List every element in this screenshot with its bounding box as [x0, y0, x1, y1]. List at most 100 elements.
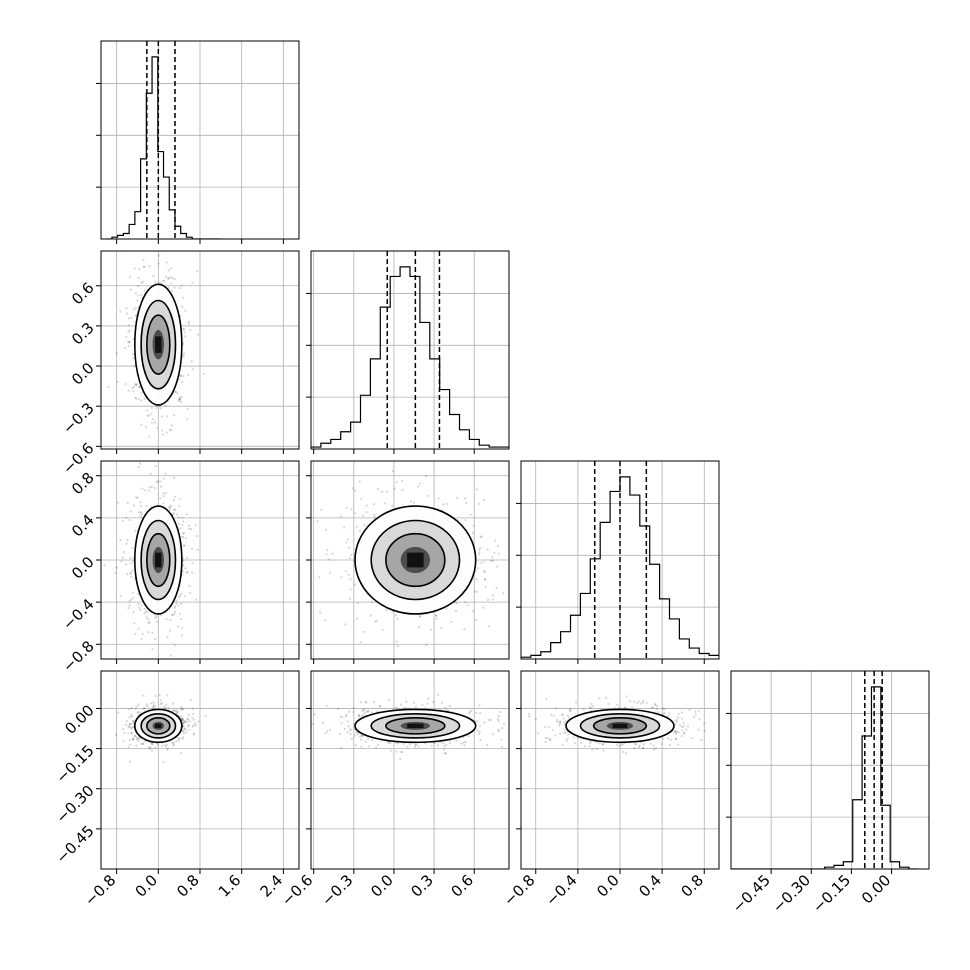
scatter-point: [182, 327, 185, 331]
scatter-point: [365, 701, 368, 704]
scatter-point: [652, 706, 655, 709]
panel-frame: [520, 670, 720, 870]
scatter-point: [448, 742, 452, 745]
scatter-point: [138, 385, 141, 389]
scatter-point: [558, 722, 562, 725]
scatter-point: [349, 728, 352, 731]
scatter-point: [455, 602, 458, 605]
scatter-point: [654, 747, 658, 750]
scatter-point: [130, 713, 133, 717]
scatter-point: [178, 397, 182, 401]
panel-frame: [310, 670, 510, 870]
scatter-point: [178, 505, 181, 508]
scatter-point: [573, 742, 577, 745]
scatter-point: [131, 560, 135, 563]
scatter-point: [181, 570, 184, 573]
scatter-point: [497, 715, 500, 718]
scatter-point: [173, 476, 176, 479]
scatter-point: [399, 750, 402, 753]
scatter-point: [131, 386, 134, 390]
scatter-point: [120, 560, 123, 563]
scatter-point: [186, 718, 189, 721]
scatter-point: [472, 524, 475, 527]
scatter-point: [186, 418, 189, 421]
scatter-point: [370, 600, 373, 603]
scatter-point: [365, 504, 368, 507]
scatter-point: [142, 219, 144, 221]
scatter-point: [173, 612, 176, 615]
scatter-point: [162, 495, 165, 498]
scatter-point: [127, 725, 130, 728]
scatter-point: [152, 247, 154, 249]
scatter-point: [685, 728, 688, 731]
scatter-point: [129, 510, 133, 513]
scatter-point: [140, 281, 143, 284]
scatter-point: [146, 704, 149, 708]
scatter-point: [180, 374, 183, 378]
scatter-point: [133, 385, 136, 388]
y-tick-label: 0.0: [68, 359, 98, 389]
scatter-point: [138, 268, 141, 271]
scatter-point: [760, 716, 762, 718]
scatter-point: [621, 743, 624, 746]
scatter-point: [185, 571, 188, 574]
scatter-point: [478, 551, 481, 554]
scatter-point: [495, 586, 498, 589]
scatter-point: [550, 713, 553, 716]
scatter-point: [620, 743, 623, 747]
x-tick-label: 0.0: [367, 871, 397, 901]
density-peak: [612, 723, 628, 729]
scatter-point: [501, 726, 504, 730]
scatter-point: [455, 739, 458, 742]
scatter-point: [147, 630, 150, 634]
scatter-point: [491, 598, 494, 601]
scatter-point: [675, 720, 678, 723]
scatter-point: [178, 397, 181, 400]
scatter-point: [598, 697, 601, 700]
scatter-point: [153, 486, 156, 490]
scatter-point: [327, 558, 331, 561]
y-tick-label: 0.3: [68, 319, 98, 349]
histogram-0: [106, 56, 221, 239]
scatter-point: [128, 708, 131, 711]
scatter-point: [128, 604, 131, 607]
panel-frame: [310, 460, 510, 660]
scatter-point: [128, 518, 131, 522]
scatter-point: [642, 743, 645, 746]
scatter-point: [150, 413, 153, 416]
scatter-point: [395, 750, 398, 753]
scatter-point: [655, 707, 658, 711]
scatter-point: [176, 392, 179, 395]
x-tick-label: −0.15: [809, 871, 854, 916]
scatter-point: [491, 733, 495, 736]
scatter-point: [182, 732, 185, 735]
scatter-point: [399, 703, 403, 706]
scatter-point: [129, 722, 132, 726]
scatter-point: [497, 729, 500, 733]
scatter-point: [202, 372, 205, 376]
scatter-point: [675, 730, 678, 734]
scatter-point: [128, 743, 132, 746]
scatter-point: [132, 390, 135, 393]
scatter-point: [360, 734, 363, 737]
scatter-point: [448, 705, 451, 708]
scatter-point: [150, 421, 154, 424]
scatter-point: [133, 734, 137, 737]
scatter-point: [681, 729, 684, 732]
scatter-point: [182, 564, 185, 567]
scatter-point: [127, 340, 130, 343]
scatter-point: [549, 738, 552, 741]
scatter-point: [139, 501, 142, 504]
scatter-point: [444, 752, 447, 755]
scatter-point: [544, 740, 547, 743]
scatter-point: [652, 744, 655, 747]
scatter-point: [178, 594, 181, 597]
scatter-point: [167, 276, 170, 280]
scatter-point: [357, 714, 361, 717]
scatter-point: [697, 728, 700, 731]
scatter-point: [194, 523, 197, 526]
scatter-point: [351, 487, 354, 490]
x-tick-label: −0.45: [729, 871, 774, 916]
scatter-point: [186, 407, 189, 410]
scatter-point: [147, 617, 150, 621]
